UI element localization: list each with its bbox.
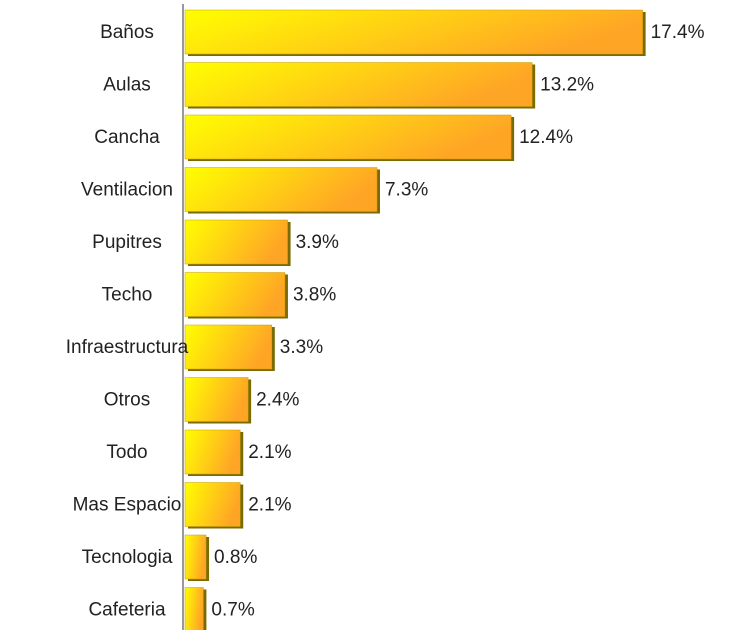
category-label: Otros [104, 390, 150, 411]
value-label: 3.9% [296, 232, 339, 253]
bar [184, 62, 533, 107]
value-label: 2.1% [248, 495, 291, 516]
bar [184, 219, 288, 265]
bar [184, 429, 241, 475]
value-label: 3.3% [280, 337, 323, 358]
value-label: 7.3% [385, 180, 428, 201]
value-label: 2.4% [256, 390, 299, 411]
category-label: Infraestructura [66, 337, 189, 358]
value-label: 17.4% [651, 22, 705, 43]
value-label: 12.4% [519, 127, 573, 148]
bar [184, 9, 643, 55]
category-label: Techo [102, 285, 153, 306]
bar [184, 324, 273, 370]
category-label: Tecnologia [82, 547, 173, 568]
category-label: Ventilacion [81, 180, 173, 201]
value-label: 2.1% [248, 442, 291, 463]
bar [184, 272, 286, 317]
category-label: Cancha [94, 127, 160, 148]
bar [184, 377, 249, 422]
category-label: Pupitres [92, 232, 162, 253]
category-label: Aulas [103, 75, 151, 96]
category-label: Mas Espacio [73, 495, 182, 516]
value-label: 13.2% [540, 75, 594, 96]
bar [184, 587, 204, 630]
bar [184, 114, 512, 160]
bar [184, 482, 241, 527]
category-label: Cafeteria [88, 600, 166, 621]
value-label: 0.8% [214, 547, 257, 568]
value-label: 0.7% [211, 600, 254, 621]
bar [184, 167, 378, 212]
value-label: 3.8% [293, 285, 336, 306]
category-label: Todo [106, 442, 147, 463]
category-label: Baños [100, 22, 154, 43]
bar [184, 534, 207, 580]
